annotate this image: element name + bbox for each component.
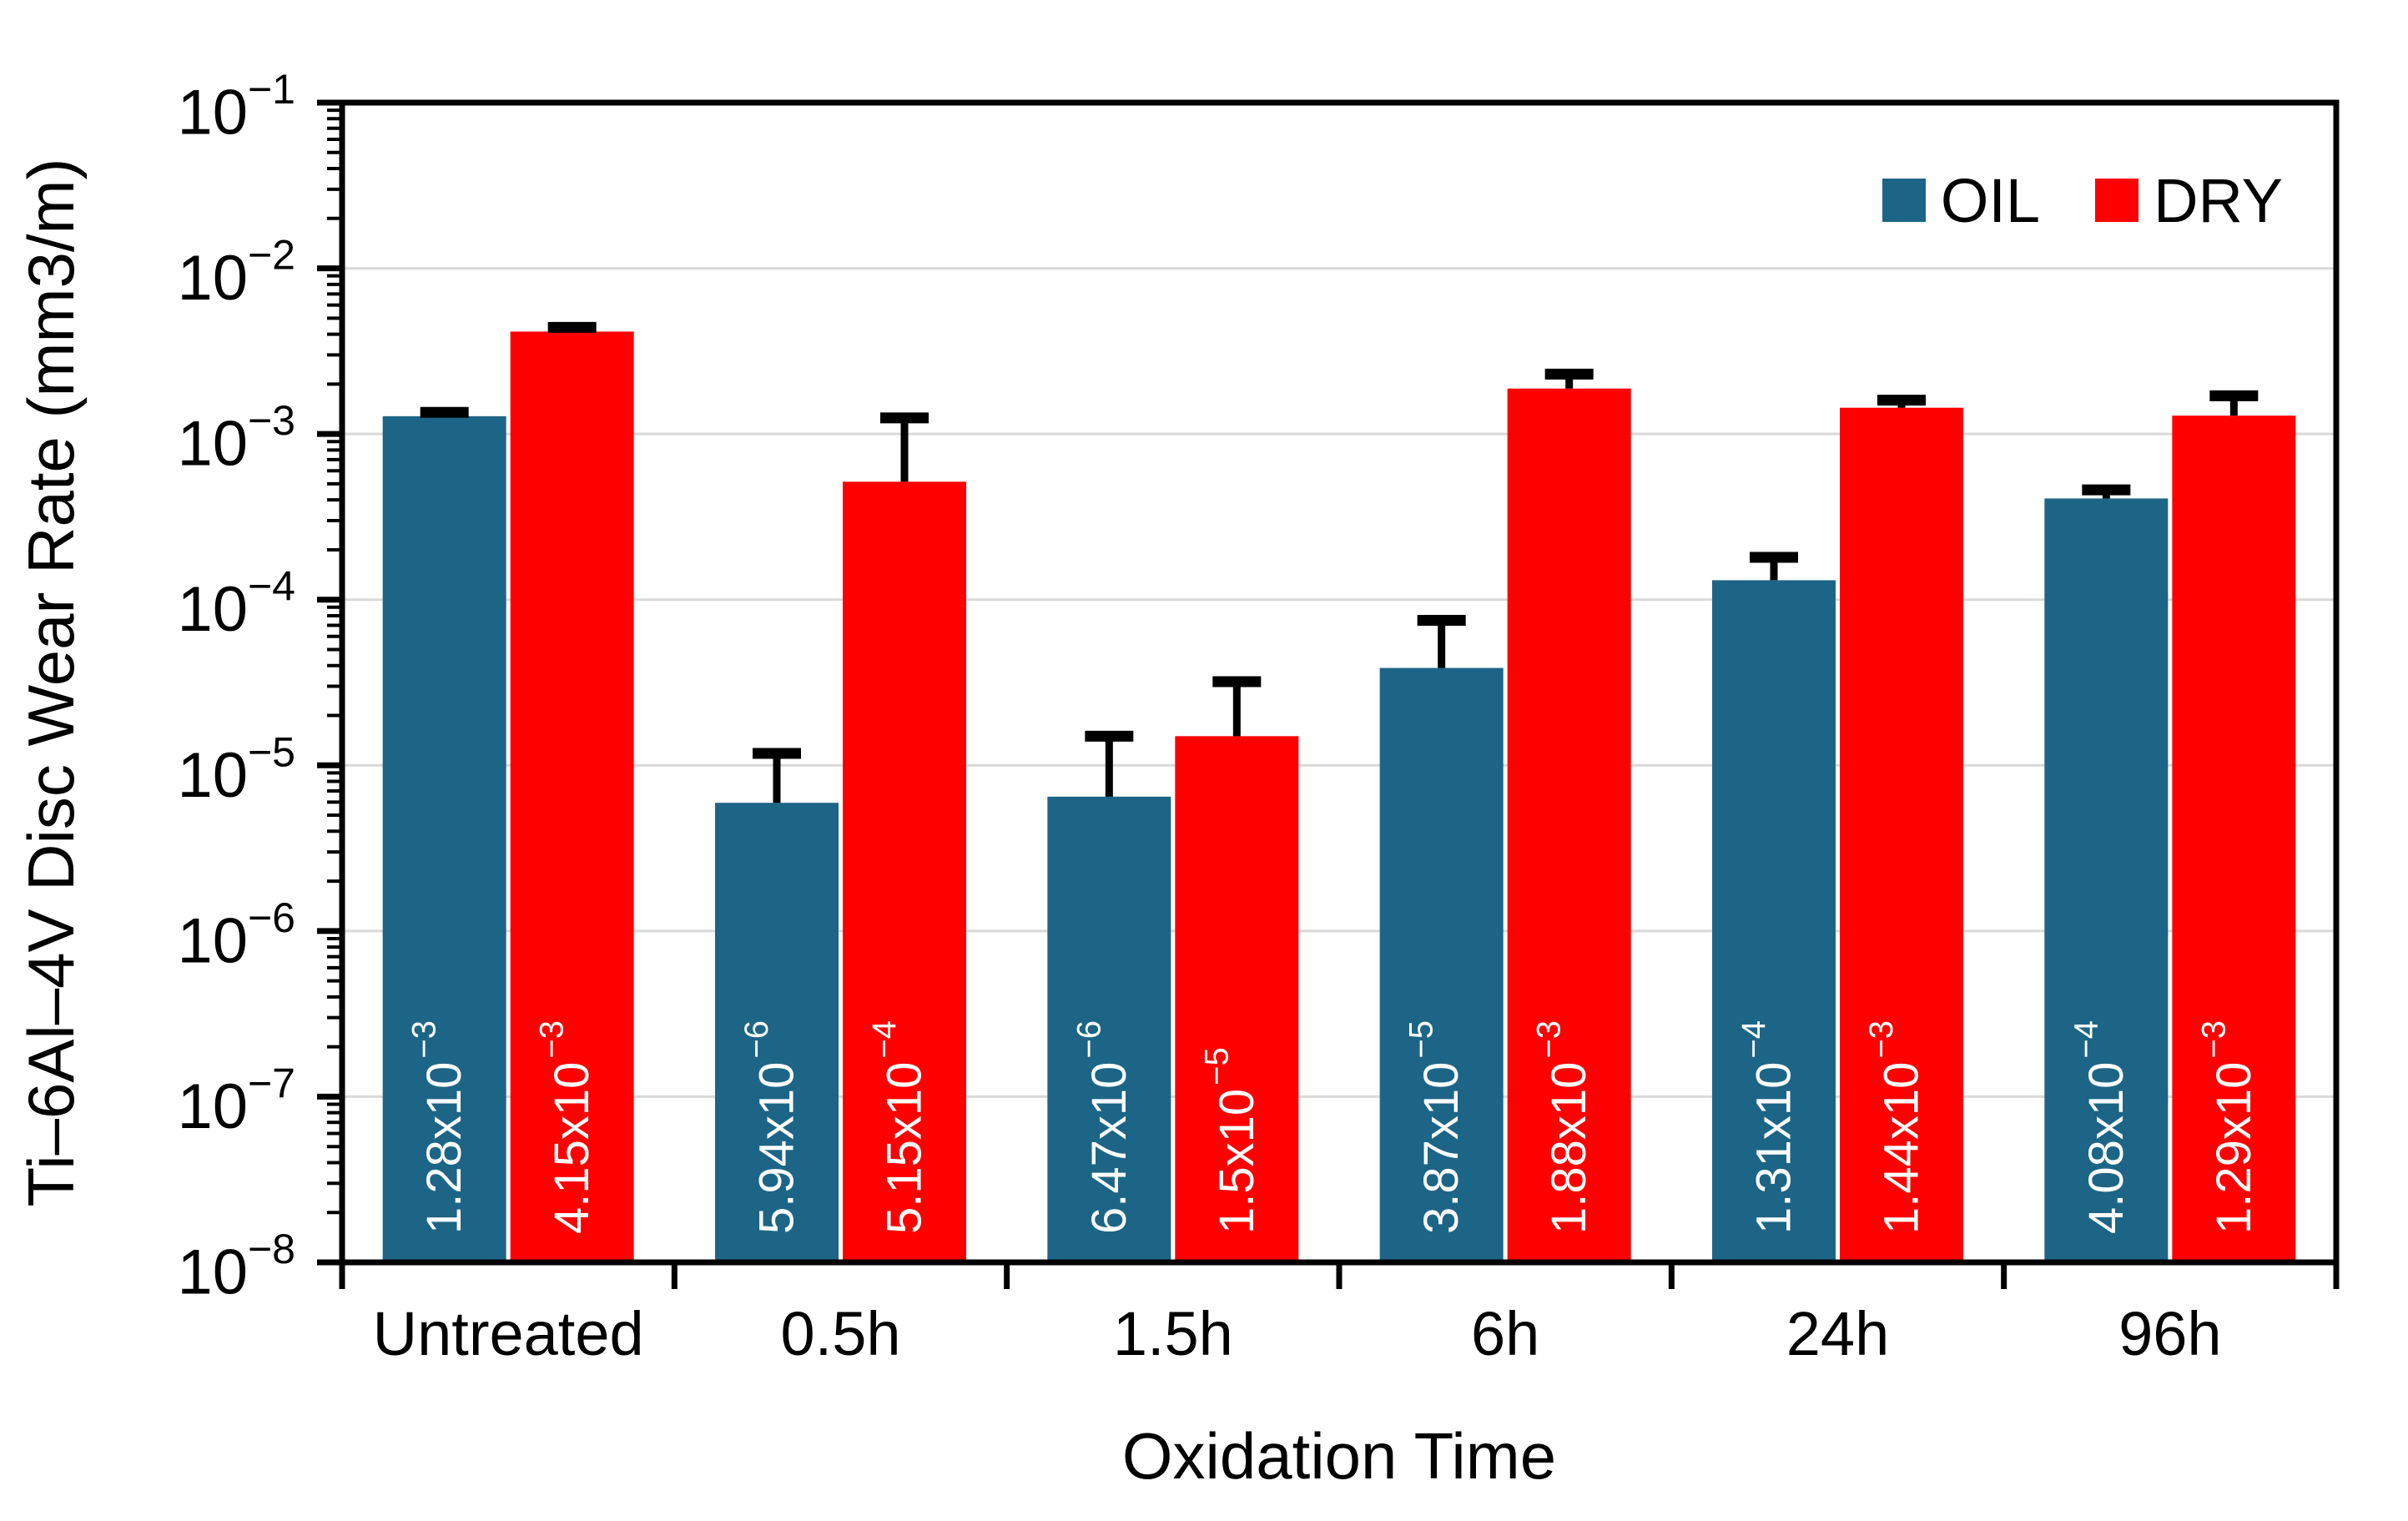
dry-bar <box>2172 416 2296 1263</box>
x-category-label: 24h <box>1786 1299 1889 1368</box>
legend-label: OIL <box>1940 165 2041 235</box>
plot-frame <box>339 99 2340 1266</box>
legend-item-oil: OIL <box>1882 165 2040 236</box>
dry-bar <box>510 331 634 1263</box>
legend-swatch-oil <box>1882 179 1926 222</box>
oil-bar <box>1047 796 1171 1262</box>
x-axis-title: Oxidation Time <box>1122 1419 1556 1493</box>
y-tick-label: 10−6 <box>177 894 295 977</box>
dry-bar <box>843 481 966 1262</box>
x-category-label: 1.5h <box>1113 1299 1233 1368</box>
x-category-label: 6h <box>1471 1299 1539 1368</box>
bar-value-label: 4.15x10−3 <box>534 1020 600 1234</box>
oil-bar <box>1379 667 1504 1262</box>
y-axis-title: Ti–6Al–4V Disc Wear Rate (mm3/m) <box>14 159 88 1207</box>
dry-bar <box>1507 388 1631 1263</box>
oil-bar <box>2044 498 2169 1262</box>
legend-label: DRY <box>2154 165 2283 235</box>
error-bar-layer <box>420 321 2259 803</box>
dry-bar <box>1175 736 1299 1262</box>
gridline-layer <box>342 267 2336 1098</box>
y-tick-label: 10−3 <box>177 397 295 480</box>
oil-bar <box>1712 580 1836 1262</box>
x-category-label: 96h <box>2118 1299 2221 1368</box>
dry-bar <box>1840 407 1963 1263</box>
legend-swatch-dry <box>2095 179 2139 222</box>
x-category-label: Untreated <box>373 1299 644 1368</box>
y-tick-label: 10−8 <box>177 1226 295 1308</box>
bar-layer <box>382 331 2296 1263</box>
y-tick-label: 10−2 <box>177 232 295 315</box>
axis-text-layer: Ti–6Al–4V Disc Wear Rate (mm3/m) Oxidati… <box>14 159 1556 1493</box>
bar-value-label-layer: 1.28x10−35.94x10−66.47x10−63.87x10−51.31… <box>406 1020 2261 1234</box>
oil-bar <box>382 416 506 1263</box>
x-category-label: 0.5h <box>780 1299 900 1368</box>
legend: OIL DRY <box>1882 165 2283 235</box>
y-tick-label: 10−4 <box>177 563 295 646</box>
oil-bar <box>715 803 839 1262</box>
y-tick-label: 10−1 <box>177 66 295 149</box>
legend-item-dry: DRY <box>2095 165 2283 236</box>
y-tick-label: 10−5 <box>177 728 295 811</box>
y-tick-label: 10−7 <box>177 1060 295 1142</box>
